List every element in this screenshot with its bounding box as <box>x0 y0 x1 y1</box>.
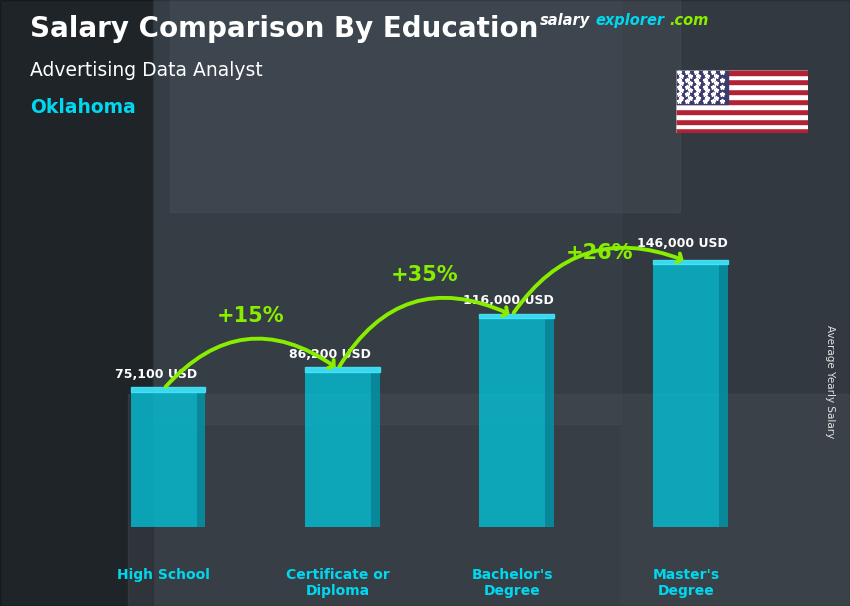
Text: 116,000 USD: 116,000 USD <box>463 295 554 307</box>
Text: 146,000 USD: 146,000 USD <box>638 237 728 250</box>
Bar <box>479 314 553 318</box>
Bar <box>676 114 807 119</box>
Text: Average Yearly Salary: Average Yearly Salary <box>824 325 835 438</box>
Text: +26%: +26% <box>565 243 633 263</box>
Text: 86,200 USD: 86,200 USD <box>289 348 371 361</box>
Bar <box>653 259 728 264</box>
Bar <box>676 94 807 99</box>
Bar <box>676 70 807 75</box>
Text: Salary Comparison By Education: Salary Comparison By Education <box>30 15 538 43</box>
Bar <box>676 124 807 128</box>
Text: High School: High School <box>117 568 210 582</box>
Bar <box>128 394 850 606</box>
Bar <box>620 0 850 606</box>
Bar <box>305 367 380 372</box>
Text: Advertising Data Analyst: Advertising Data Analyst <box>30 61 263 79</box>
Bar <box>197 392 206 527</box>
Bar <box>545 318 553 527</box>
Bar <box>676 70 728 104</box>
Text: .com: .com <box>670 13 709 28</box>
Bar <box>719 264 728 527</box>
Text: Oklahoma: Oklahoma <box>30 98 135 117</box>
Bar <box>131 387 206 392</box>
Bar <box>676 119 807 124</box>
Bar <box>676 109 807 114</box>
Bar <box>676 104 807 109</box>
Text: +35%: +35% <box>391 265 459 285</box>
Bar <box>676 99 807 104</box>
Text: 75,100 USD: 75,100 USD <box>115 368 197 381</box>
Bar <box>170 0 680 212</box>
Bar <box>153 0 620 424</box>
Text: Master's
Degree: Master's Degree <box>653 568 720 598</box>
Bar <box>676 84 807 89</box>
Bar <box>676 89 807 94</box>
Text: Bachelor's
Degree: Bachelor's Degree <box>471 568 552 598</box>
Bar <box>676 128 807 133</box>
Bar <box>653 264 719 527</box>
Text: +15%: +15% <box>217 306 285 326</box>
Bar <box>305 372 371 527</box>
Bar <box>676 75 807 79</box>
Bar <box>371 372 380 527</box>
Bar <box>131 392 197 527</box>
Bar <box>0 0 153 606</box>
Bar <box>676 79 807 84</box>
Text: salary: salary <box>540 13 590 28</box>
Text: explorer: explorer <box>595 13 664 28</box>
Bar <box>479 318 545 527</box>
Text: Certificate or
Diploma: Certificate or Diploma <box>286 568 390 598</box>
